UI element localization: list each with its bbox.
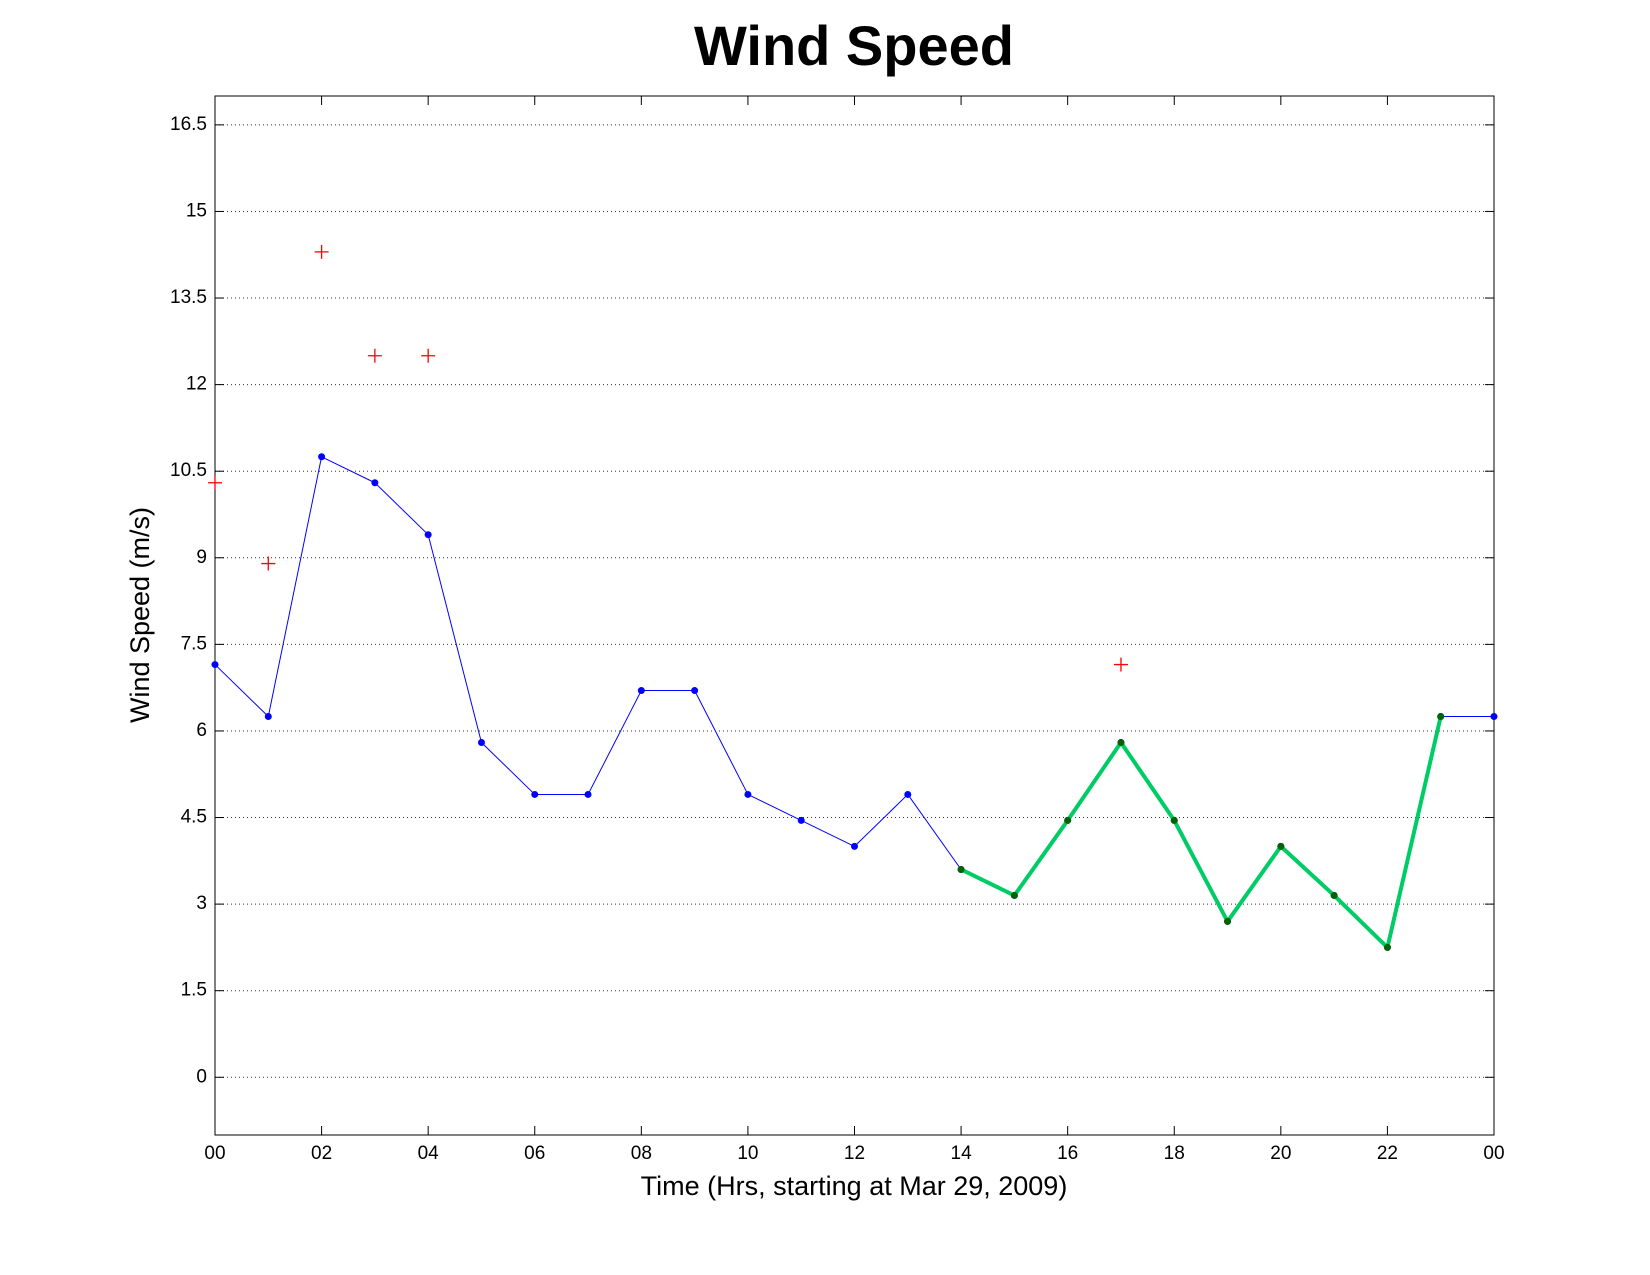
chart-title: Wind Speed	[694, 14, 1014, 77]
point-marker	[1010, 891, 1018, 899]
point-marker	[264, 713, 272, 721]
y-tick-label: 16.5	[170, 114, 207, 135]
point-marker	[318, 453, 326, 461]
point-marker	[424, 531, 432, 539]
y-tick-label: 6	[196, 720, 207, 741]
plus-marker	[208, 475, 222, 490]
y-tick-label: 9	[196, 547, 207, 568]
point-marker	[691, 687, 699, 695]
point-marker	[744, 790, 752, 798]
point-marker	[1277, 842, 1285, 850]
point-marker	[1117, 738, 1125, 746]
y-tick-label: 3	[196, 893, 207, 914]
point-marker	[1490, 713, 1498, 721]
point-marker	[851, 842, 858, 850]
y-tick-label: 1.5	[181, 980, 207, 1001]
x-tick-label: 06	[524, 1143, 545, 1164]
x-tick-label: 14	[951, 1143, 973, 1164]
x-tick-label: 12	[844, 1143, 865, 1164]
plot-frame	[214, 95, 1495, 1136]
point-marker	[797, 816, 805, 824]
x-tick-label: 20	[1270, 1143, 1291, 1164]
y-tick-label: 10.5	[170, 460, 207, 481]
y-tick-label: 13.5	[170, 287, 207, 308]
y-axis-label: Wind Speed (m/s)	[125, 507, 155, 723]
x-tick-label: 00	[1483, 1143, 1504, 1164]
point-marker	[211, 661, 219, 669]
plus-marker	[261, 556, 276, 571]
x-tick-label: 10	[737, 1143, 758, 1164]
point-marker	[1064, 816, 1072, 824]
point-marker	[1330, 891, 1338, 899]
point-marker	[1383, 943, 1391, 951]
point-marker	[1170, 816, 1178, 824]
plus-marker	[421, 348, 436, 363]
x-tick-label: 00	[204, 1143, 225, 1164]
x-axis-label: Time (Hrs, starting at Mar 29, 2009)	[641, 1171, 1068, 1201]
x-tick-label: 18	[1164, 1143, 1185, 1164]
point-marker	[637, 687, 645, 695]
x-tick-label: 02	[311, 1143, 332, 1164]
y-tick-label: 4.5	[181, 807, 207, 828]
plus-marker	[367, 348, 382, 363]
plus-marker	[314, 244, 329, 259]
point-marker	[531, 790, 539, 798]
point-marker	[371, 479, 379, 487]
plus-marker	[1113, 657, 1128, 672]
y-tick-label: 7.5	[181, 633, 207, 654]
point-marker	[584, 790, 592, 798]
y-tick-label: 0	[196, 1066, 207, 1087]
point-marker	[957, 865, 965, 873]
point-marker	[477, 738, 485, 746]
point-marker	[1224, 917, 1232, 925]
series-line	[960, 716, 1443, 950]
point-marker	[1437, 713, 1445, 721]
x-tick-label: 08	[631, 1143, 652, 1164]
plot-area	[215, 96, 1494, 1135]
y-tick-label: 12	[186, 374, 207, 395]
y-tick-label: 15	[186, 200, 207, 221]
point-marker	[904, 790, 912, 798]
x-tick-label: 16	[1057, 1143, 1078, 1164]
x-tick-label: 04	[418, 1143, 440, 1164]
x-tick-label: 22	[1377, 1143, 1398, 1164]
